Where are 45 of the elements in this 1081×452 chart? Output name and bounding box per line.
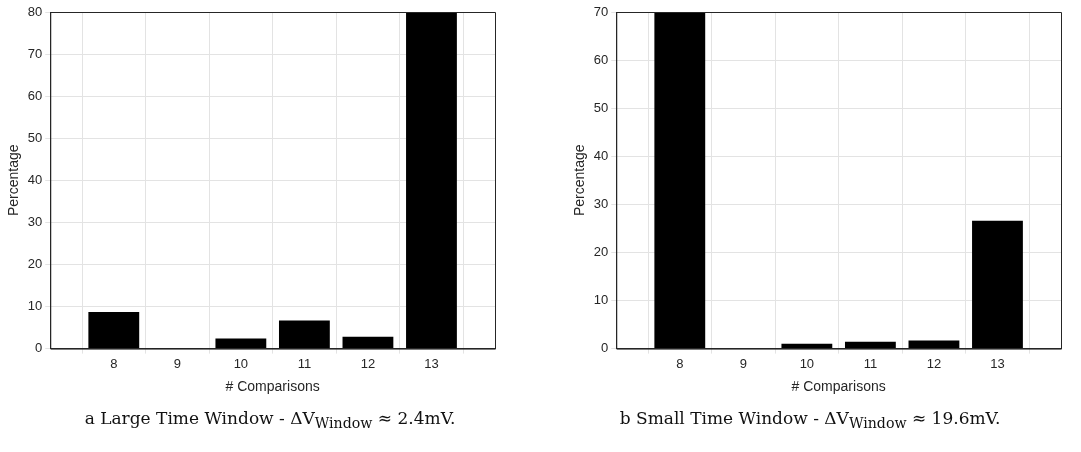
x-tick-label: 9 xyxy=(173,355,181,371)
text: a Large Time Window - ΔV$_{Window}$ ≈ 2.4mV. xyxy=(83,408,457,432)
bar xyxy=(972,220,1023,349)
y-tick-label: 50 xyxy=(593,99,609,115)
x-tick-label: 10 xyxy=(233,355,249,371)
bar xyxy=(342,336,394,349)
y-tick-label: 40 xyxy=(593,147,609,163)
y-tick-label: 0 xyxy=(601,340,609,356)
x-tick-label: 9 xyxy=(739,355,747,371)
y-tick-label: 50 xyxy=(27,129,43,145)
y-axis-title: Percentage xyxy=(571,144,588,217)
bar xyxy=(781,343,833,349)
x-tick-label: 12 xyxy=(926,355,942,371)
x-axis-title: # Comparisons xyxy=(791,378,886,395)
x-tick-label: 8 xyxy=(110,355,118,371)
y-tick-label: 80 xyxy=(27,3,43,19)
y-tick-label: 10 xyxy=(593,292,609,308)
bar xyxy=(654,12,706,349)
bar xyxy=(908,340,960,349)
bar xyxy=(88,312,140,349)
y-tick-label: 20 xyxy=(593,244,609,260)
y-tick-label: 30 xyxy=(593,195,609,211)
y-tick-label: 70 xyxy=(593,3,609,19)
y-tick-label: 0 xyxy=(35,340,43,356)
x-axis-title: # Comparisons xyxy=(225,378,320,395)
y-tick-label: 40 xyxy=(27,171,43,187)
x-tick-label: 11 xyxy=(863,355,878,371)
y-tick-label: 20 xyxy=(27,256,43,272)
bar xyxy=(844,341,896,349)
y-tick-label: 10 xyxy=(27,298,43,314)
text: b Small Time Window - ΔV$_{Window}$ ≈ 19.6mV. xyxy=(618,408,1002,432)
y-tick-label: 60 xyxy=(27,87,43,103)
x-tick-label: 11 xyxy=(297,355,312,371)
x-tick-label: 13 xyxy=(424,355,439,371)
y-tick-label: 30 xyxy=(27,213,43,229)
x-tick-label: 12 xyxy=(360,355,376,371)
x-tick-label: 8 xyxy=(676,355,684,371)
y-tick-label: 60 xyxy=(593,51,609,67)
bar xyxy=(215,338,267,349)
x-tick-label: 13 xyxy=(990,355,1005,371)
y-axis-title: Percentage xyxy=(5,144,22,217)
bar xyxy=(278,320,330,349)
y-tick-label: 70 xyxy=(27,45,43,61)
x-tick-label: 10 xyxy=(799,355,815,371)
bar xyxy=(406,12,457,349)
